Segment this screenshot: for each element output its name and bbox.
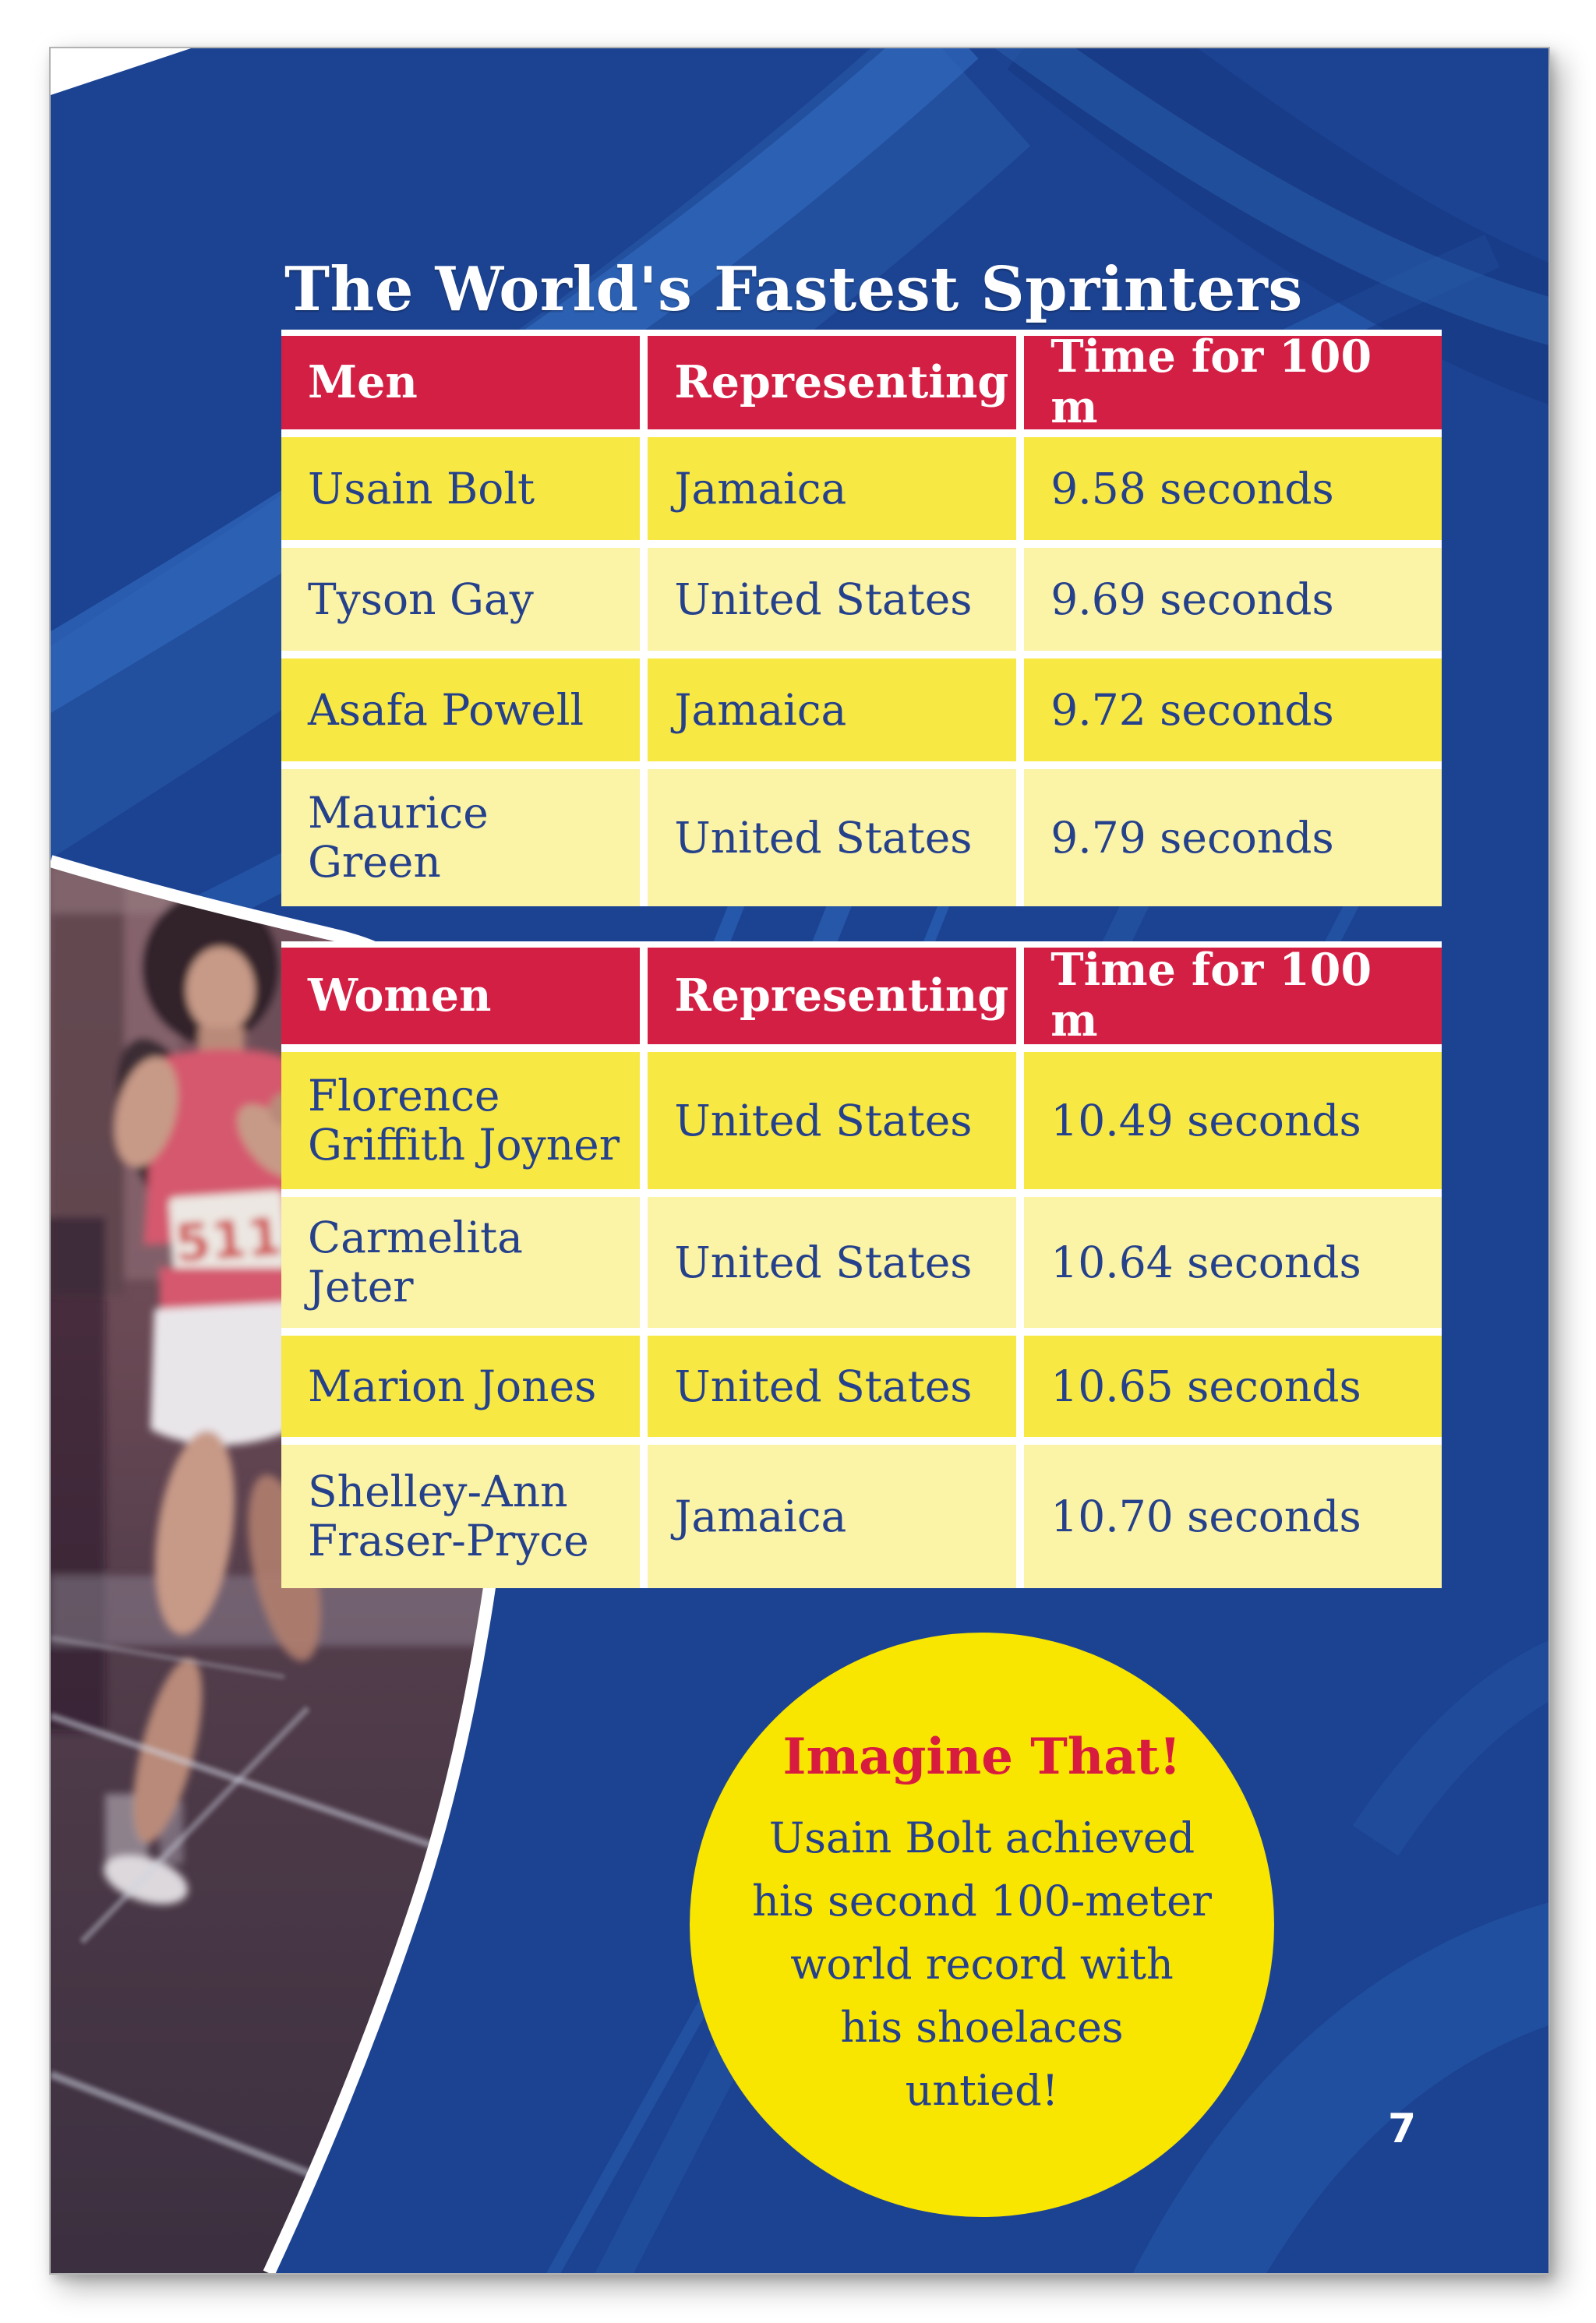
imagine-that-callout: Imagine That! Usain Bolt achieved his se… <box>690 1633 1274 2217</box>
page-title: The World's Fastest Sprinters <box>284 254 1303 326</box>
men-row-representing: Jamaica <box>648 658 1017 761</box>
men-row-time: 9.72 seconds <box>1024 658 1442 761</box>
bib-number: 511 <box>173 1206 284 1273</box>
women-row-name: Shelley-Ann Fraser-Pryce <box>281 1445 641 1588</box>
women-row-representing: Jamaica <box>648 1445 1017 1588</box>
imagine-that-line: untied! <box>905 2066 1059 2115</box>
runner-figure: 511 <box>104 891 321 1905</box>
men-row-representing: Jamaica <box>648 437 1017 540</box>
men-row-time: 9.69 seconds <box>1024 548 1442 651</box>
page-number: 7 <box>1388 2106 1417 2152</box>
imagine-that-line: world record with <box>790 1940 1174 1989</box>
men-sprinters-table: Men Representing Time for 100 m Usain Bo… <box>281 330 1442 906</box>
men-header-representing: Representing <box>648 336 1017 429</box>
women-row-time: 10.64 seconds <box>1024 1197 1442 1328</box>
men-row-time: 9.58 seconds <box>1024 437 1442 540</box>
men-row-representing: United States <box>648 548 1017 651</box>
women-row-name: Carmelita Jeter <box>281 1197 641 1328</box>
background-figure <box>51 1217 105 1732</box>
imagine-that-line: his shoelaces <box>840 2003 1124 2052</box>
women-header-representing: Representing <box>648 948 1017 1044</box>
women-header-time: Time for 100 m <box>1024 944 1442 1046</box>
men-row-name: Usain Bolt <box>281 437 641 540</box>
women-row-representing: United States <box>648 1052 1017 1189</box>
imagine-that-title: Imagine That! <box>782 1728 1181 1786</box>
men-row-time: 9.79 seconds <box>1024 769 1442 906</box>
imagine-that-line: his second 100-meter <box>752 1876 1212 1926</box>
women-sprinters-table: Women Representing Time for 100 m Floren… <box>281 941 1442 1588</box>
women-row-time: 10.49 seconds <box>1024 1052 1442 1189</box>
women-row-time: 10.65 seconds <box>1024 1336 1442 1437</box>
women-row-representing: United States <box>648 1336 1017 1437</box>
women-header-name: Women <box>281 948 641 1044</box>
runner-photo: 511 <box>51 855 521 2273</box>
imagine-that-line: Usain Bolt achieved <box>768 1813 1195 1862</box>
women-row-representing: United States <box>648 1197 1017 1328</box>
men-row-representing: United States <box>648 769 1017 906</box>
men-row-name: Asafa Powell <box>281 658 641 761</box>
women-row-name: Florence Griffith Joyner <box>281 1052 641 1189</box>
women-row-name: Marion Jones <box>281 1336 641 1437</box>
men-header-name: Men <box>281 336 641 429</box>
men-header-time: Time for 100 m <box>1024 331 1442 432</box>
page-background: 511 <box>49 47 1550 2275</box>
men-row-name: Maurice Green <box>281 769 641 906</box>
women-row-time: 10.70 seconds <box>1024 1445 1442 1588</box>
men-row-name: Tyson Gay <box>281 548 641 651</box>
